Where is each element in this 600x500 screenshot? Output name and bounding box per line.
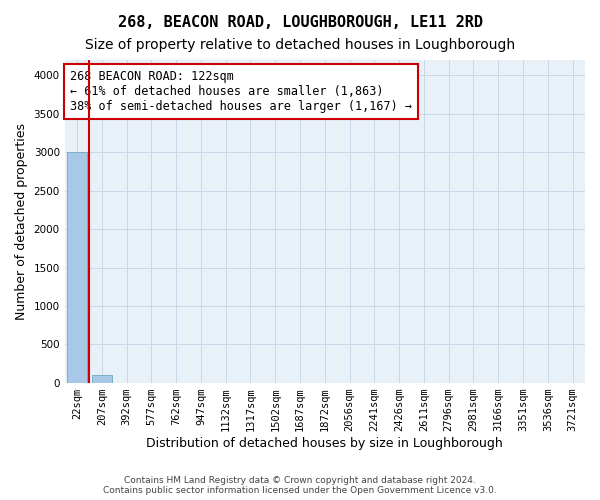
X-axis label: Distribution of detached houses by size in Loughborough: Distribution of detached houses by size … [146, 437, 503, 450]
Text: 268, BEACON ROAD, LOUGHBOROUGH, LE11 2RD: 268, BEACON ROAD, LOUGHBOROUGH, LE11 2RD [118, 15, 482, 30]
Bar [67, 152, 87, 383]
Bar [92, 375, 112, 383]
Text: 268 BEACON ROAD: 122sqm
← 61% of detached houses are smaller (1,863)
38% of semi: 268 BEACON ROAD: 122sqm ← 61% of detache… [70, 70, 412, 112]
Text: Size of property relative to detached houses in Loughborough: Size of property relative to detached ho… [85, 38, 515, 52]
Text: Contains HM Land Registry data © Crown copyright and database right 2024.
Contai: Contains HM Land Registry data © Crown c… [103, 476, 497, 495]
Y-axis label: Number of detached properties: Number of detached properties [15, 123, 28, 320]
